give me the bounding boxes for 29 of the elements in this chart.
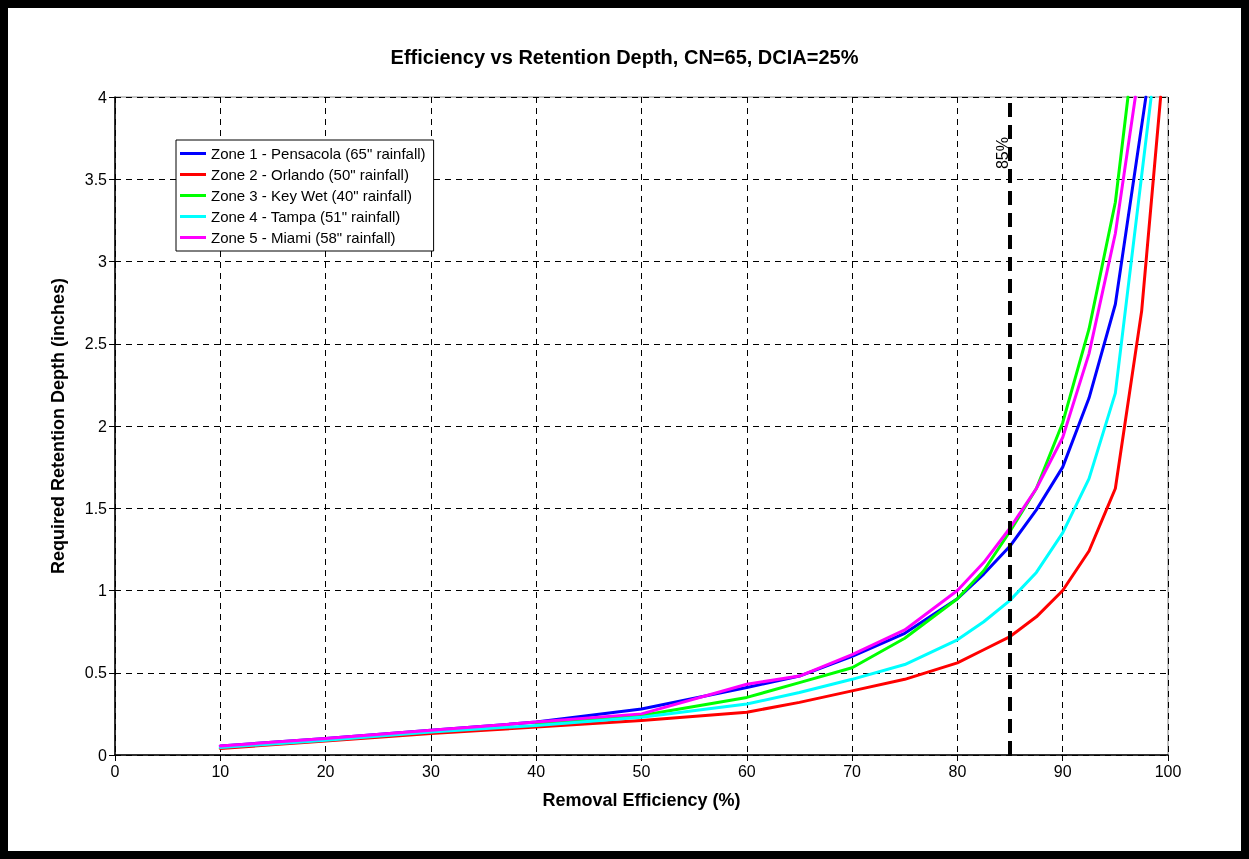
- legend-label: Zone 5 - Miami (58" rainfall): [211, 229, 396, 246]
- chart-title: Efficiency vs Retention Depth, CN=65, DCIA=25%: [390, 46, 859, 68]
- legend-label: Zone 3 - Key Wet (40" rainfall): [211, 187, 412, 204]
- y-axis-title: Required Retention Depth (inches): [48, 277, 68, 575]
- y-tick-label: 0: [98, 746, 108, 764]
- legend-label: Zone 1 - Pensacola (65" rainfall): [211, 145, 426, 162]
- x-tick-label: 20: [316, 762, 335, 780]
- x-tick-label: 50: [632, 762, 651, 780]
- x-axis-title: Removal Efficiency (%): [542, 790, 741, 810]
- x-tick-label: 90: [1053, 762, 1072, 780]
- y-tick-label: 2.5: [84, 335, 108, 353]
- x-tick-label: 40: [527, 762, 546, 780]
- y-tick-label: 3: [98, 253, 108, 270]
- y-tick-label: 1: [98, 582, 108, 599]
- y-tick-label: 3.5: [84, 170, 108, 188]
- y-tick-label: 2: [98, 417, 108, 435]
- legend-label: Zone 4 - Tampa (51" rainfall): [211, 208, 401, 225]
- x-tick-label: 60: [737, 762, 756, 780]
- x-tick-label: 0: [110, 762, 120, 780]
- y-tick-label: 1.5: [84, 499, 108, 517]
- x-tick-label: 70: [843, 762, 862, 780]
- y-tick-label: 4: [98, 88, 108, 106]
- y-tick-label: 0.5: [84, 664, 108, 682]
- x-tick-label: 30: [422, 762, 440, 780]
- x-tick-label: 10: [211, 762, 230, 780]
- legend-label: Zone 2 - Orlando (50" rainfall): [211, 166, 409, 183]
- x-tick-label: 100: [1154, 762, 1182, 780]
- x-tick-label: 80: [948, 762, 967, 780]
- ref-line-label: 85%: [993, 137, 1011, 170]
